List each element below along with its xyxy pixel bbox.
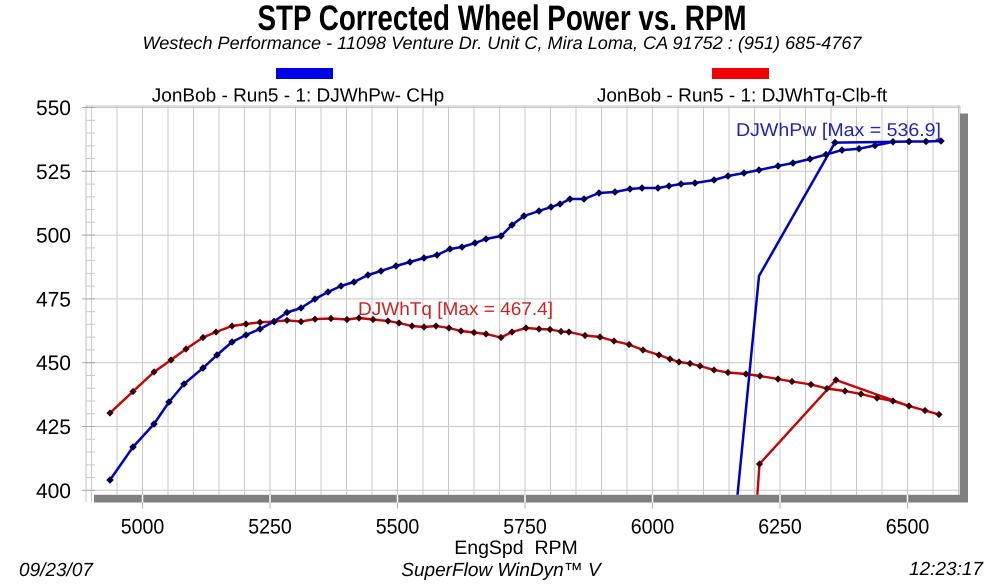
svg-text:6500: 6500 bbox=[886, 516, 930, 539]
svg-text:DJWhPw [Max = 536.9]: DJWhPw [Max = 536.9] bbox=[736, 119, 941, 140]
svg-text:400: 400 bbox=[36, 480, 71, 503]
svg-text:550: 550 bbox=[36, 97, 71, 120]
svg-text:5250: 5250 bbox=[248, 516, 292, 539]
svg-text:500: 500 bbox=[36, 225, 71, 248]
svg-text:525: 525 bbox=[36, 161, 71, 184]
svg-text:450: 450 bbox=[36, 352, 71, 375]
svg-text:12:23:17: 12:23:17 bbox=[909, 559, 984, 580]
svg-text:6000: 6000 bbox=[631, 516, 675, 539]
svg-text:6250: 6250 bbox=[758, 516, 802, 539]
svg-text:425: 425 bbox=[36, 416, 71, 439]
svg-text:DJWhTq [Max = 467.4]: DJWhTq [Max = 467.4] bbox=[358, 298, 553, 319]
svg-text:5750: 5750 bbox=[503, 516, 547, 539]
svg-text:5500: 5500 bbox=[376, 516, 420, 539]
svg-text:JonBob - Run5 - 1: DJWhPw- CHp: JonBob - Run5 - 1: DJWhPw- CHp bbox=[152, 86, 445, 107]
svg-text:Westech Performance - 11098 Ve: Westech Performance - 11098 Venture Dr. … bbox=[143, 33, 863, 53]
svg-text:09/23/07: 09/23/07 bbox=[19, 560, 94, 581]
svg-text:STP Corrected Wheel Power vs.: STP Corrected Wheel Power vs. RPM bbox=[258, 0, 747, 38]
svg-text:JonBob - Run5 - 1: DJWhTq-Clb-: JonBob - Run5 - 1: DJWhTq-Clb-ft bbox=[597, 86, 888, 107]
svg-text:SuperFlow WinDyn™ V: SuperFlow WinDyn™ V bbox=[401, 560, 603, 581]
svg-text:EngSpd RPM: EngSpd RPM bbox=[454, 537, 578, 559]
svg-text:5000: 5000 bbox=[121, 516, 165, 539]
svg-text:475: 475 bbox=[36, 288, 71, 311]
